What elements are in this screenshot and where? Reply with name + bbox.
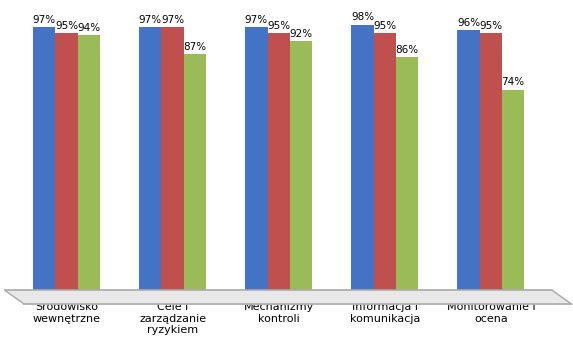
- Bar: [139, 27, 162, 291]
- Bar: [396, 57, 418, 291]
- Bar: [374, 33, 396, 291]
- Bar: [268, 33, 290, 291]
- Text: 97%: 97%: [161, 15, 184, 25]
- Text: 86%: 86%: [395, 45, 419, 55]
- Text: 95%: 95%: [479, 20, 503, 30]
- Text: 96%: 96%: [457, 18, 480, 28]
- Bar: [457, 30, 480, 291]
- Bar: [245, 27, 268, 291]
- Bar: [502, 90, 524, 291]
- Bar: [290, 41, 312, 291]
- Bar: [33, 27, 56, 291]
- Text: 97%: 97%: [139, 15, 162, 25]
- Text: 87%: 87%: [183, 42, 206, 52]
- Bar: [78, 35, 100, 291]
- Bar: [162, 27, 184, 291]
- Text: 74%: 74%: [501, 77, 525, 88]
- Bar: [480, 33, 502, 291]
- Bar: [184, 55, 206, 291]
- Polygon shape: [5, 291, 571, 304]
- Text: 95%: 95%: [267, 20, 291, 30]
- Bar: [56, 33, 78, 291]
- Text: 97%: 97%: [33, 15, 56, 25]
- Text: 95%: 95%: [55, 20, 78, 30]
- Text: 92%: 92%: [289, 29, 312, 39]
- Bar: [351, 25, 374, 291]
- Text: 94%: 94%: [77, 23, 100, 33]
- Text: 98%: 98%: [351, 12, 374, 23]
- Text: 95%: 95%: [373, 20, 397, 30]
- Text: 97%: 97%: [245, 15, 268, 25]
